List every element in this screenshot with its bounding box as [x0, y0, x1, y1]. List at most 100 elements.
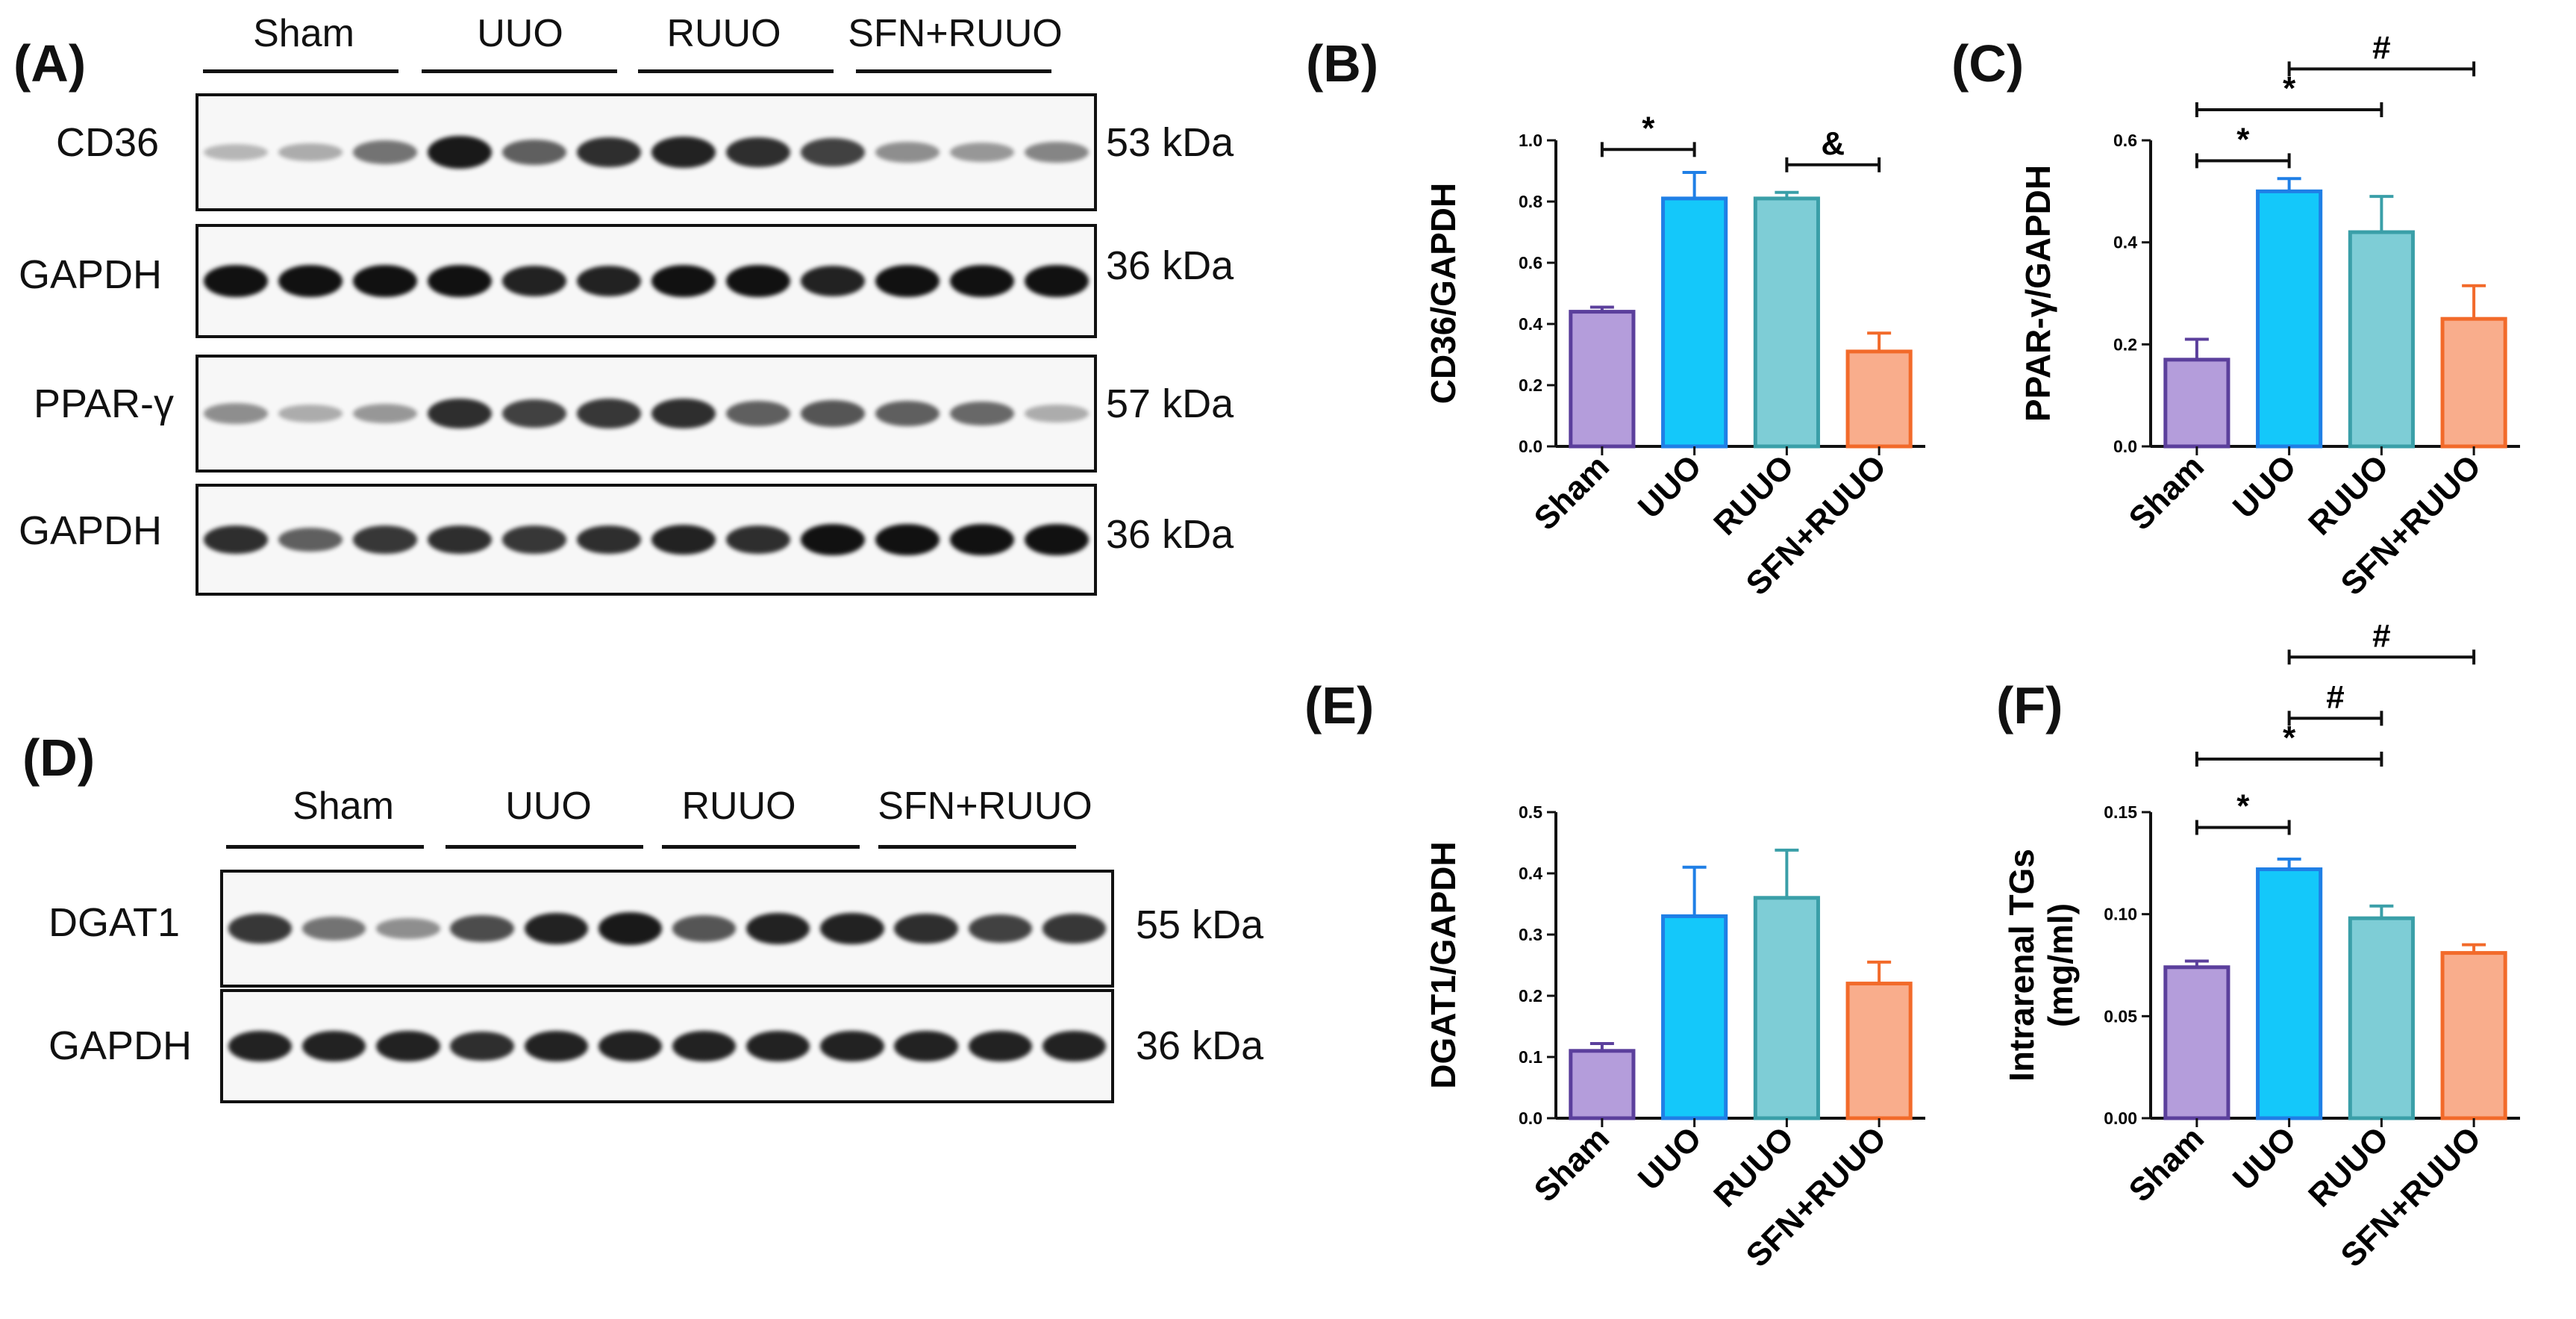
protein-label-gapdh: GAPDH: [19, 508, 163, 553]
blot-band: [577, 266, 641, 296]
blot-band: [1042, 1031, 1107, 1061]
blot-band: [428, 525, 492, 555]
y-tick-label: 0.4: [1519, 864, 1542, 883]
y-axis-label: Intrarenal TGs: [2002, 849, 2041, 1082]
x-tick-label: Sham: [1528, 448, 1616, 537]
group-label-sham: Sham: [293, 785, 394, 828]
blot-band: [598, 912, 663, 945]
blot-band: [204, 403, 268, 424]
blot-band: [651, 524, 716, 555]
blot-band: [726, 137, 790, 168]
y-tick-label: 0.2: [1519, 375, 1542, 395]
group-label-ruuo: RUUO: [666, 12, 781, 55]
blot-band: [428, 264, 492, 298]
bar: [2256, 867, 2323, 1120]
blot-band: [204, 525, 268, 555]
x-tick-label: UUO: [2226, 448, 2304, 526]
protein-label-gapdh: GAPDH: [19, 252, 163, 297]
blot-band: [820, 912, 884, 945]
blot-band: [950, 142, 1014, 163]
y-tick-label: 0.15: [2104, 802, 2137, 822]
blot-band: [502, 526, 566, 554]
panel-label-f: (F): [1996, 676, 2063, 735]
bar: [2163, 965, 2230, 1120]
y-tick-label: 0.2: [1519, 986, 1542, 1005]
group-label-sfn-ruuo: SFN+RUUO: [878, 785, 1092, 828]
blot-band: [302, 1031, 366, 1061]
bar: [2348, 230, 2415, 449]
y-tick-label: 0.2: [2113, 334, 2137, 354]
y-tick-label: 0.00: [2104, 1108, 2137, 1128]
protein-label-cd36: CD36: [56, 120, 160, 165]
blot-strip-gapdh: [196, 224, 1097, 338]
bar: [1753, 896, 1820, 1120]
y-axis-label: DGAT1/GAPDH: [1424, 841, 1463, 1088]
significance-marker: *: [2236, 788, 2250, 825]
y-axis-label: CD36/GAPDH: [1424, 183, 1463, 405]
blot-band: [502, 399, 566, 428]
group-underline: [662, 845, 860, 849]
panel-label-d: (D): [22, 729, 96, 787]
group-label-uuo: UUO: [477, 12, 563, 55]
blot-band: [950, 523, 1014, 556]
y-tick-label: 0.05: [2104, 1006, 2137, 1026]
blot-band: [894, 1031, 958, 1061]
blot-band: [598, 1031, 663, 1061]
bar: [1569, 310, 1636, 449]
x-tick-label: Sham: [2122, 448, 2211, 537]
blot-band: [524, 912, 588, 945]
blot-band: [820, 1031, 884, 1061]
y-tick-label: 0.4: [1519, 314, 1542, 334]
blot-band: [950, 264, 1014, 298]
panel-label-a: (A): [13, 34, 87, 93]
blot-band: [1025, 405, 1089, 422]
significance-marker: *: [1642, 110, 1655, 146]
kda-label-ppar-gamma: 57 kDa: [1106, 381, 1234, 426]
protein-label-gapdh: GAPDH: [49, 1023, 193, 1068]
blot-band: [1025, 264, 1089, 298]
bar: [1845, 349, 1913, 449]
blot-band: [651, 398, 716, 429]
blot-band: [950, 401, 1014, 426]
blot-band: [524, 1031, 588, 1061]
x-tick-label: UUO: [2226, 1120, 2304, 1197]
y-tick-label: 1.0: [1519, 131, 1542, 150]
blot-band: [801, 266, 865, 296]
blot-band: [353, 526, 417, 554]
blot-band: [1025, 141, 1089, 163]
blot-band: [278, 143, 343, 161]
blot-strip-dgat1: [220, 870, 1114, 988]
y-tick-label: 0.0: [2113, 437, 2137, 456]
blot-band: [875, 400, 940, 427]
y-axis-label: (mg/ml): [2041, 903, 2080, 1027]
y-tick-label: 0.5: [1519, 802, 1542, 822]
bar: [1661, 196, 1728, 449]
group-underline: [446, 845, 643, 849]
kda-label-cd36: 53 kDa: [1106, 120, 1234, 165]
y-tick-label: 0.1: [1519, 1047, 1542, 1067]
blot-band: [894, 913, 958, 944]
blot-band: [428, 398, 492, 429]
blot-band: [302, 917, 366, 941]
bar: [1753, 196, 1820, 449]
significance-marker: *: [2283, 720, 2296, 756]
blot-band: [278, 405, 343, 422]
blot-band: [353, 403, 417, 424]
blot-band: [228, 1031, 293, 1061]
bar: [2440, 951, 2507, 1120]
blot-band: [502, 139, 566, 166]
bar: [2256, 189, 2323, 449]
blot-band: [1025, 523, 1089, 556]
y-tick-label: 0.3: [1519, 925, 1542, 944]
blot-band: [376, 1031, 440, 1061]
group-label-uuo: UUO: [505, 785, 592, 828]
blot-strip-cd36: [196, 93, 1097, 211]
y-tick-label: 0.0: [1519, 437, 1542, 456]
blot-band: [577, 137, 641, 168]
protein-label-dgat1: DGAT1: [49, 900, 181, 945]
blot-band: [968, 914, 1032, 944]
blot-band: [1042, 914, 1107, 944]
blot-band: [746, 912, 810, 945]
group-label-ruuo: RUUO: [681, 785, 796, 828]
y-tick-label: 0.6: [1519, 253, 1542, 272]
